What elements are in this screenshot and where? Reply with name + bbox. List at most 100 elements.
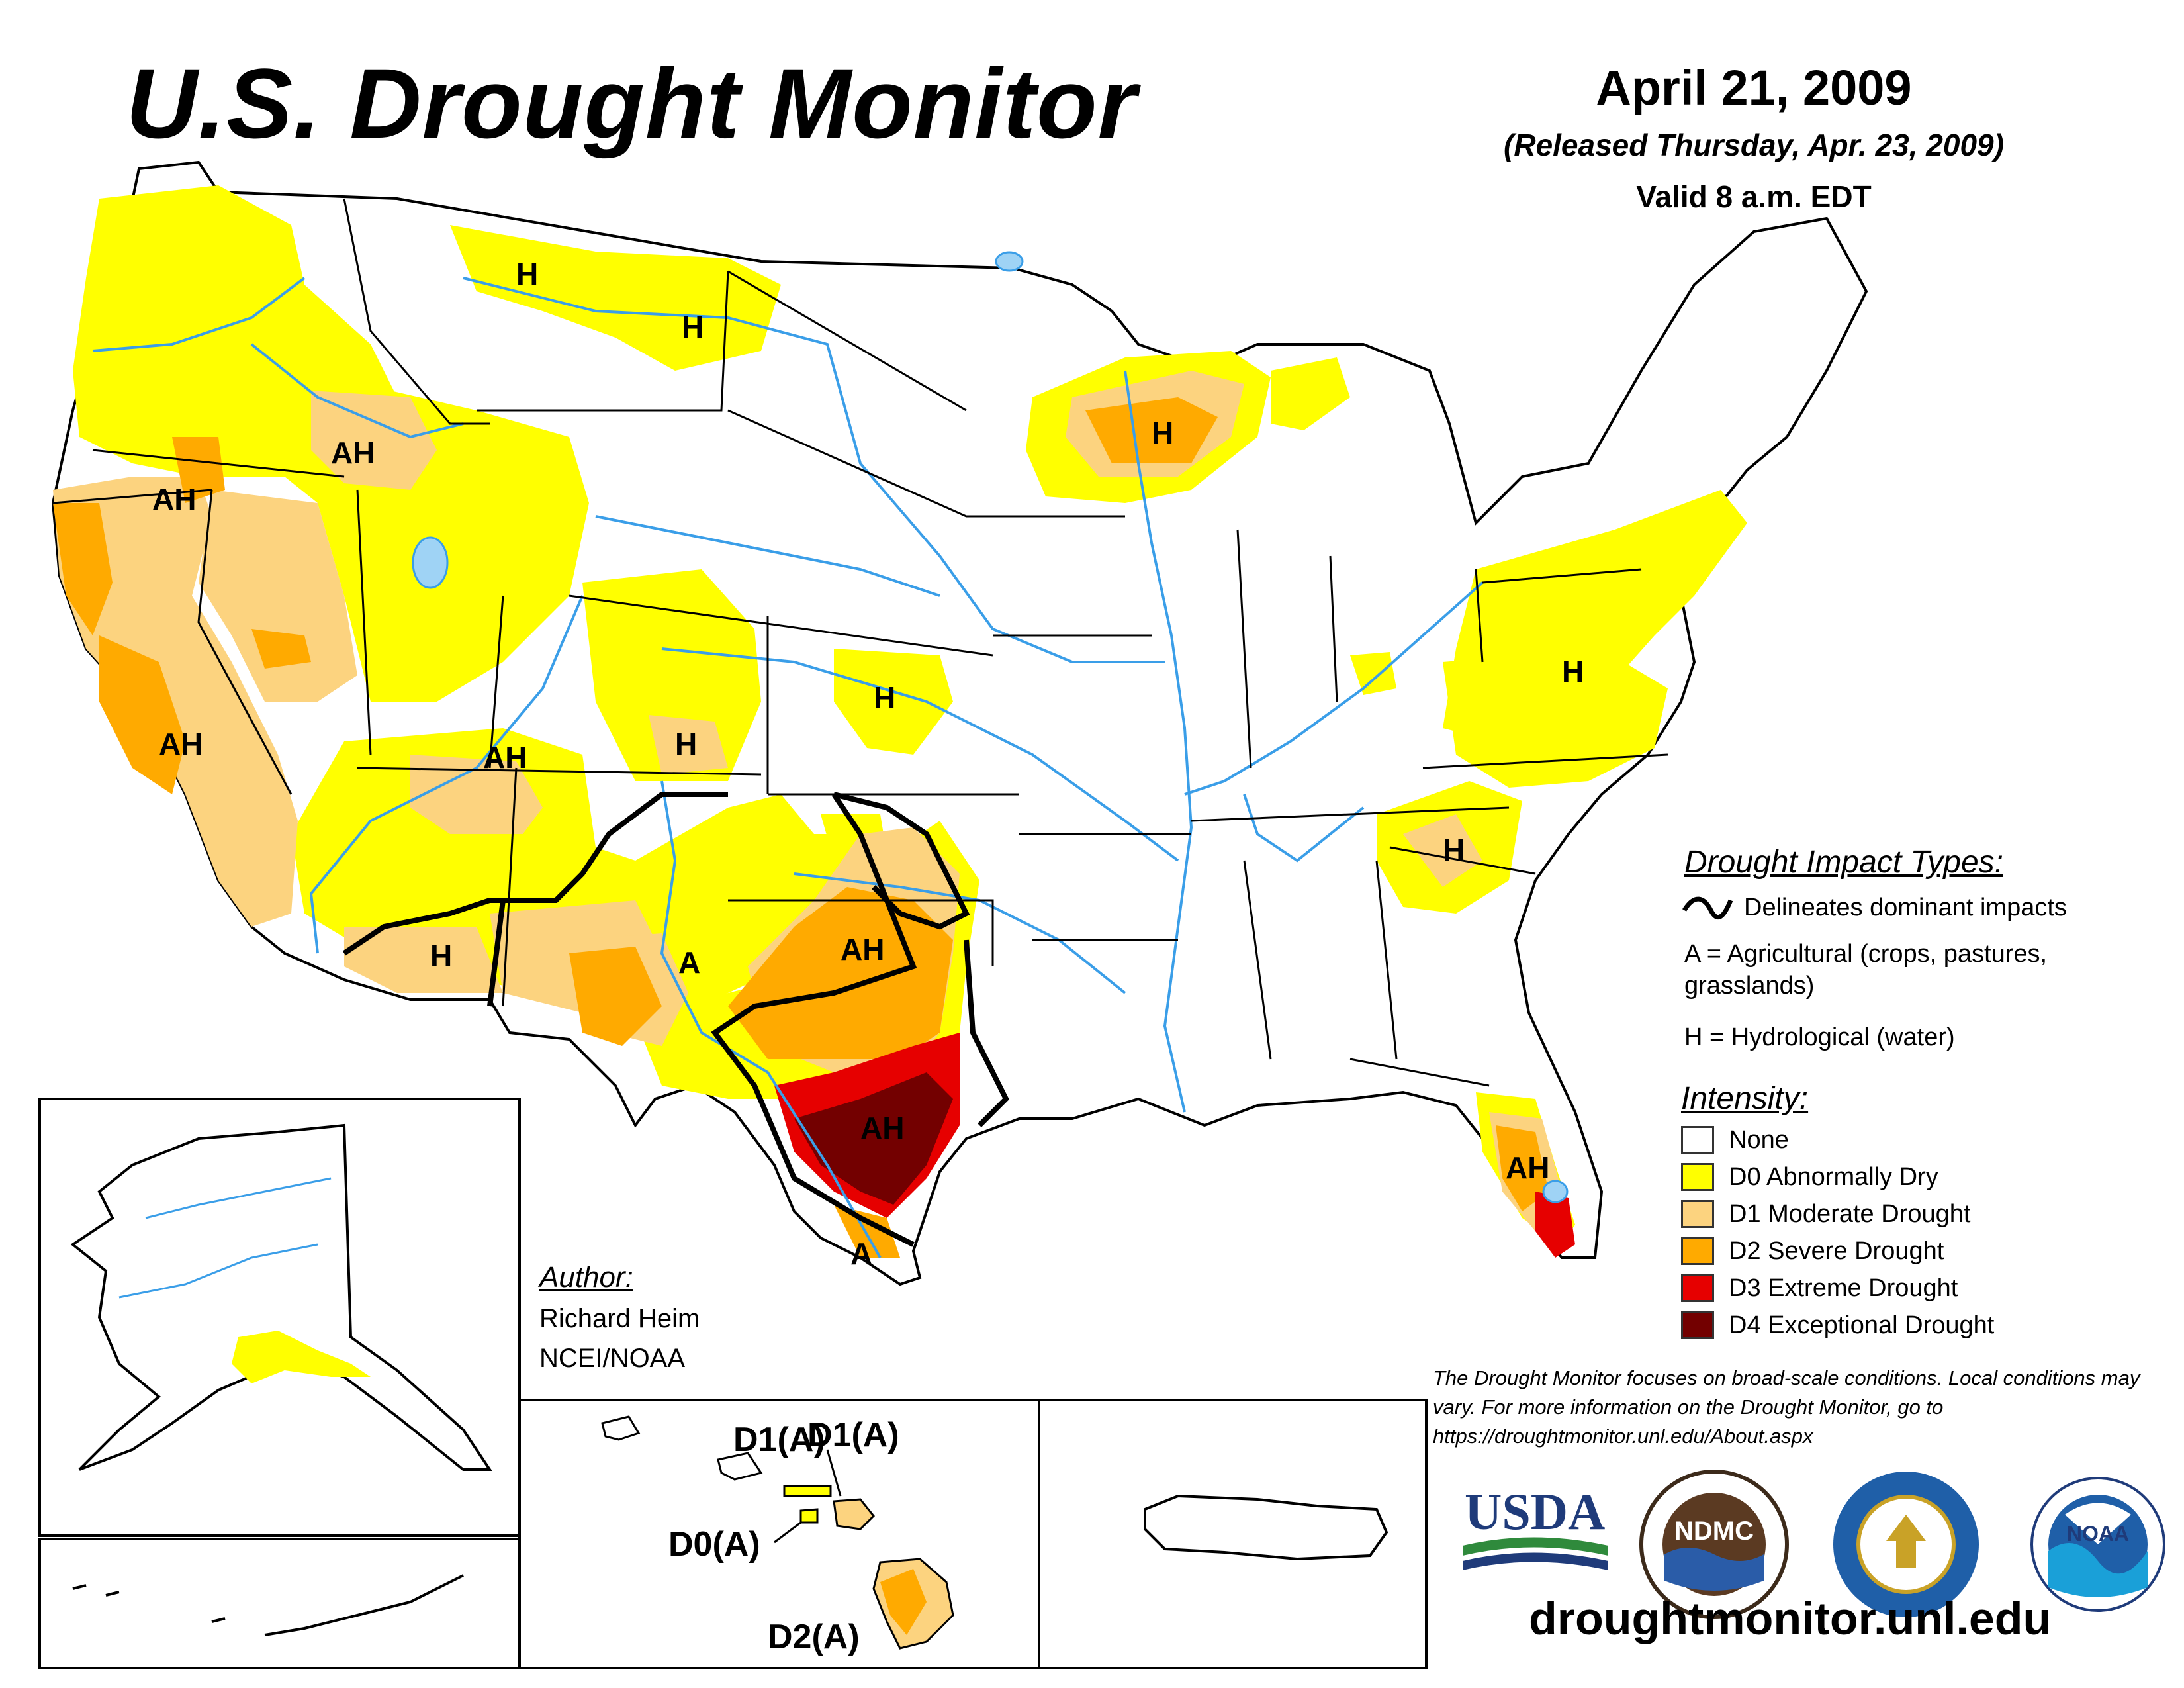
boundary-mt-wy (477, 271, 729, 412)
boundary-sd-ne (727, 409, 967, 518)
d2-texas-west (569, 947, 662, 1046)
impact-legend-delineates: Delineates dominant impacts (1744, 894, 2067, 921)
d2-nevada (251, 629, 311, 669)
delineation-line-sample (1682, 896, 1733, 920)
legend-item-d2: D2 Severe Drought (1681, 1234, 1944, 1268)
hawaii-label-maui: D1(A) (807, 1416, 899, 1454)
alaska-rivers (118, 1177, 332, 1299)
label-oklahoma-texas: AH (841, 932, 884, 966)
snake-river (250, 343, 464, 439)
legend-item-d4: D4 Exceptional Drought (1681, 1308, 1994, 1342)
swatch-none (1681, 1126, 1714, 1154)
page-title: U.S. Drought Monitor (126, 48, 1138, 159)
valid-time: Valid 8 a.m. EDT (1636, 179, 1872, 214)
boundary-nd-sd (727, 270, 967, 412)
boundary-ny-pa (1482, 568, 1642, 584)
hawaii-leader-oahu (774, 1521, 801, 1544)
legend-item-d3: D3 Extreme Drought (1681, 1271, 1958, 1305)
d2-areas (53, 397, 1549, 1258)
legend-item-d1: D1 Moderate Drought (1681, 1197, 1970, 1231)
label-montana-h1: H (516, 257, 538, 291)
d2-california-central (99, 635, 185, 794)
d2-texas-south-tip (834, 1205, 900, 1258)
d1-idaho (311, 391, 437, 490)
mississippi-river (1124, 370, 1193, 1113)
alaska-inset (38, 1098, 521, 1669)
author-name: Richard Heim (539, 1304, 700, 1333)
impact-legend-agricultural-1: A = Agricultural (crops, pastures, (1684, 940, 2048, 968)
label-california-north: AH (152, 482, 196, 516)
island-oahu (717, 1452, 763, 1481)
label-california-south: AH (159, 727, 203, 761)
svg-text:USDA: USDA (1465, 1483, 1605, 1540)
boundary-ut-co (488, 595, 504, 769)
website-url: droughtmonitor.unl.edu (1529, 1593, 2052, 1644)
boundary-in-oh (1329, 555, 1338, 702)
ndmc-logo: NDMC (1639, 1470, 1789, 1619)
label-florida: AH (1506, 1150, 1549, 1185)
d4-south-texas (794, 1072, 953, 1205)
impact-labels: H H AH H AH AH AH H H H H H A AH AH A AH (152, 257, 1584, 1271)
d4-areas (794, 1072, 953, 1205)
lake-of-the-woods (995, 251, 1024, 272)
impact-line-texas-coast (964, 939, 1009, 1127)
d1-nevada (199, 490, 357, 702)
swatch-d2 (1681, 1237, 1714, 1265)
intensity-legend-title: Intensity: (1681, 1081, 1809, 1116)
disclaimer-text: The Drought Monitor focuses on broad-sca… (1433, 1366, 2140, 1448)
impact-boundaries (342, 792, 1009, 1247)
island-lanai (799, 1508, 819, 1524)
state-boundaries (52, 198, 1668, 1087)
boundary-az-nm (502, 767, 518, 1007)
water-bodies (412, 251, 1569, 1203)
d2-wisconsin (1085, 397, 1218, 463)
label-virginia: H (1562, 654, 1584, 688)
hawaii-inset: D1(A) D1(A) D0(A) D2(A) (518, 1399, 1040, 1669)
label-colorado: H (675, 727, 697, 761)
boundary-ky-tn (1191, 806, 1510, 822)
label-montana-h2: H (682, 310, 704, 344)
d0-michigan-up (1271, 357, 1350, 430)
hawaii-leader-maui (826, 1449, 842, 1497)
d1-four-corners (410, 755, 543, 834)
d1-colorado (649, 715, 728, 774)
noaa-logo: NOAA (2030, 1477, 2165, 1612)
label-kansas: H (874, 680, 895, 715)
label-new-mexico: A (678, 945, 700, 980)
d2-florida (1496, 1125, 1549, 1211)
boundary-va-nc (1422, 753, 1668, 769)
colorado-river (309, 595, 584, 954)
hawaii-label-kauai: D1(A) (733, 1421, 825, 1459)
d3-florida (1535, 1192, 1575, 1258)
d0-kentucky (1350, 652, 1396, 695)
label-south-texas: AH (860, 1111, 904, 1145)
impact-legend-agricultural-2: grasslands) (1684, 972, 1815, 1000)
missouri-river (463, 277, 1165, 663)
d2-california-north (53, 503, 113, 635)
d1-arizona-south (344, 927, 503, 993)
label-arizona: H (430, 939, 452, 973)
alaska-d0 (232, 1331, 371, 1383)
commerce-logo (1833, 1472, 1979, 1617)
impact-line-nm-tx (711, 792, 917, 1247)
aleutian-frame (38, 1538, 521, 1669)
boundary-tn-ms-al (1243, 860, 1272, 1060)
impact-legend-hydrological: H = Hydrological (water) (1684, 1023, 1955, 1051)
boundary-il-in (1236, 529, 1252, 769)
map-date: April 21, 2009 (1596, 60, 1912, 115)
island-molokai (783, 1485, 832, 1497)
usda-logo: USDA (1463, 1483, 1608, 1570)
boundary-or-ca (52, 489, 212, 504)
author-label: Author: (539, 1261, 633, 1293)
d0-montana (450, 225, 781, 371)
hawaii-label-oahu: D0(A) (668, 1525, 760, 1564)
rio-grande (660, 780, 882, 1258)
svg-text:NDMC: NDMC (1674, 1517, 1754, 1546)
legend-item-d0: D0 Abnormally Dry (1681, 1160, 1938, 1194)
puerto-rico-landmass (1144, 1494, 1388, 1561)
boundary-ga-fl (1349, 1058, 1490, 1087)
boundary-co-nm (357, 767, 762, 776)
great-salt-lake (412, 536, 449, 589)
impact-line-az-split (487, 900, 506, 1007)
